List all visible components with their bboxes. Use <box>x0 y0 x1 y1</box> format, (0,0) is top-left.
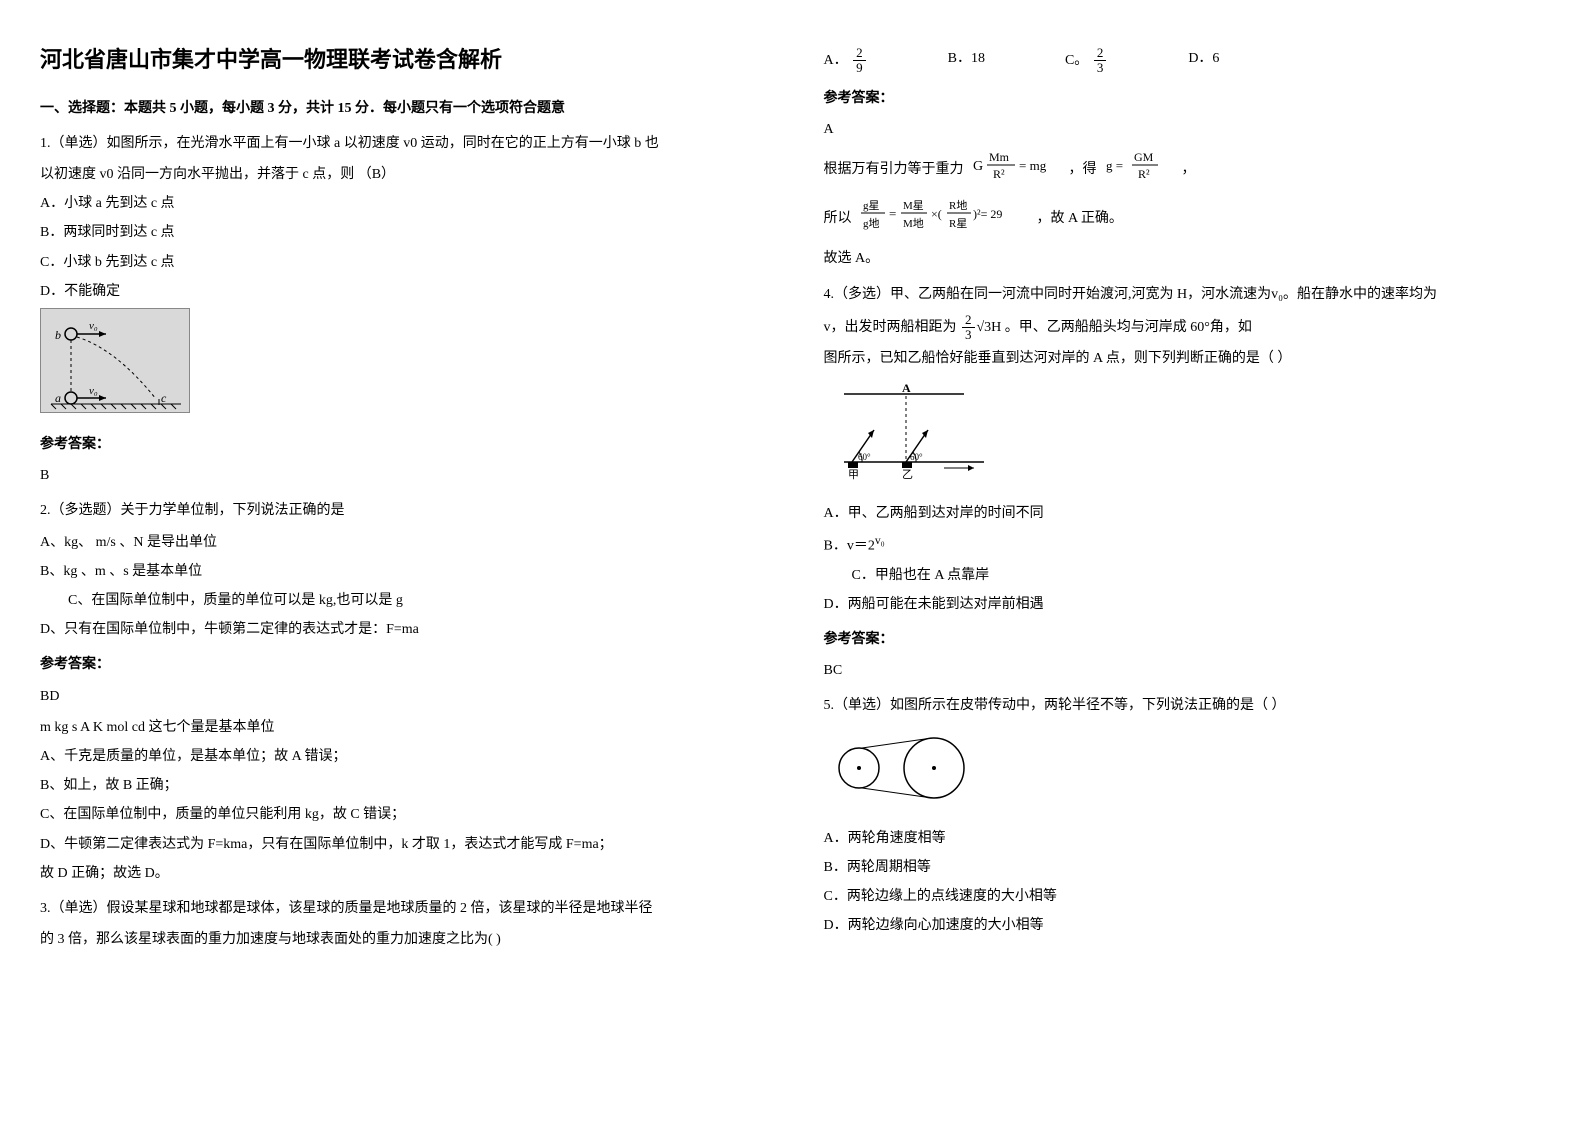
q3-expl-line3: 故选 A。 <box>824 246 1548 271</box>
q3-expl-line2: 所以 g星 g地 = M星 M地 ×( R地 R星 )²= 29 ，故 A 正 <box>824 195 1548 242</box>
q1-figure: b v₀ a v₀ c <box>40 308 764 422</box>
svg-text:g地: g地 <box>863 217 880 230</box>
svg-text:b: b <box>55 328 61 342</box>
svg-text:v₀: v₀ <box>89 385 98 397</box>
q4-option-d: D．两船可能在未能到达对岸前相遇 <box>824 592 1548 617</box>
v0-symbol: v₀ <box>1271 287 1283 302</box>
q2-option-d: D、只有在国际单位制中，牛顿第二定律的表达式才是：F=ma <box>40 617 764 642</box>
q1-option-c: C．小球 b 先到达 c 点 <box>40 250 764 275</box>
q4-option-a: A．甲、乙两船到达对岸的时间不同 <box>824 501 1548 526</box>
q5-figure <box>824 733 1548 812</box>
svg-text:R²: R² <box>1138 167 1150 181</box>
svg-text:A: A <box>902 382 911 395</box>
q3-option-d: D．6 <box>1188 46 1219 76</box>
section-header: 一、选择题：本题共 5 小题，每小题 3 分，共计 15 分．每小题只有一个选项… <box>40 96 764 121</box>
q4-answer-label: 参考答案： <box>824 627 1548 652</box>
q3-option-b: B．18 <box>948 46 985 76</box>
q4-figure: A 60° 甲 60° 乙 <box>824 382 1548 491</box>
ratio-formula-icon: g星 g地 = M星 M地 ×( R地 R星 )²= 29 <box>859 195 1029 242</box>
q4-stem-line1: 4.（多选）甲、乙两船在同一河流中同时开始渡河,河宽为 H，河水流速为v₀。船在… <box>824 282 1548 307</box>
q1-answer: B <box>40 463 764 488</box>
q1-option-a: A．小球 a 先到达 c 点 <box>40 191 764 216</box>
q2-answer: BD <box>40 684 764 709</box>
svg-text:乙: 乙 <box>902 468 913 481</box>
q2-answer-label: 参考答案： <box>40 652 764 677</box>
svg-text:甲: 甲 <box>848 469 859 481</box>
svg-text:×(: ×( <box>931 207 942 221</box>
svg-text:M地: M地 <box>903 217 924 230</box>
q1-option-b: B．两球同时到达 c 点 <box>40 220 764 245</box>
svg-text:Mm: Mm <box>989 150 1010 164</box>
svg-text:R星: R星 <box>949 217 967 230</box>
svg-text:G: G <box>973 159 983 174</box>
q3-option-a: A． 29 <box>824 46 868 76</box>
svg-text:= mg: = mg <box>1019 158 1047 173</box>
q2-expl-1: m kg s A K mol cd 这七个量是基本单位 <box>40 715 764 740</box>
q2-expl-3: B、如上，故 B 正确； <box>40 773 764 798</box>
q4-stem-line3: 图所示，已知乙船恰好能垂直到达河对岸的 A 点，则下列判断正确的是（ ） <box>824 346 1548 371</box>
q1-option-d: D．不能确定 <box>40 279 764 304</box>
svg-text:M星: M星 <box>903 199 924 212</box>
q1-answer-label: 参考答案： <box>40 432 764 457</box>
svg-text:g =: g = <box>1106 158 1123 173</box>
svg-text:=: = <box>889 206 896 221</box>
q5-stem: 5.（单选）如图所示在皮带传动中，两轮半径不等，下列说法正确的是（ ） <box>824 693 1548 718</box>
gravity-formula-icon: G Mm R² = mg <box>971 148 1061 191</box>
q5-option-b: B．两轮周期相等 <box>824 855 1548 880</box>
svg-text:R地: R地 <box>949 199 967 212</box>
q3-answer-label: 参考答案： <box>824 86 1548 111</box>
g-formula-icon: g = GM R² <box>1104 148 1174 191</box>
q3-stem-line1: 3.（单选）假设某星球和地球都是球体，该星球的质量是地球质量的 2 倍，该星球的… <box>40 896 764 921</box>
svg-text:R²: R² <box>993 167 1005 181</box>
q3-expl-line1: 根据万有引力等于重力 G Mm R² = mg ，得 g = GM R² <box>824 148 1548 191</box>
q3-stem-line2: 的 3 倍，那么该星球表面的重力加速度与地球表面处的重力加速度之比为( ) <box>40 927 764 952</box>
svg-text:g星: g星 <box>863 199 880 212</box>
svg-text:a: a <box>55 391 61 405</box>
q2-stem: 2.（多选题）关于力学单位制，下列说法正确的是 <box>40 498 764 523</box>
page-title: 河北省唐山市集才中学高一物理联考试卷含解析 <box>40 40 764 80</box>
q3-option-c: C。 23 <box>1065 46 1108 76</box>
q2-option-c: C、在国际单位制中，质量的单位可以是 kg,也可以是 g <box>40 588 764 613</box>
q2-option-b: B、kg 、m 、s 是基本单位 <box>40 559 764 584</box>
q4-option-b: B．v＝2v₀ <box>824 530 1548 559</box>
q2-option-a: A、kg、 m/s 、N 是导出单位 <box>40 530 764 555</box>
svg-text:)²= 29: )²= 29 <box>973 207 1002 221</box>
q2-expl-2: A、千克是质量的单位，是基本单位；故 A 错误； <box>40 744 764 769</box>
q3-options-row: A． 29 B．18 C。 23 D．6 <box>824 46 1548 76</box>
q3-answer: A <box>824 117 1548 142</box>
svg-text:60°: 60° <box>910 452 923 462</box>
q5-option-a: A．两轮角速度相等 <box>824 826 1548 851</box>
svg-text:60°: 60° <box>858 452 871 462</box>
q2-expl-4: C、在国际单位制中，质量的单位只能利用 kg，故 C 错误； <box>40 802 764 827</box>
q1-stem-line2: 以初速度 v0 沿同一方向水平抛出，并落于 c 点，则 （B） <box>40 162 764 187</box>
q2-expl-5: D、牛顿第二定律表达式为 F=kma，只有在国际单位制中，k 才取 1，表达式才… <box>40 832 764 857</box>
q1-stem-line1: 1.（单选）如图所示，在光滑水平面上有一小球 a 以初速度 v0 运动，同时在它… <box>40 131 764 156</box>
q4-stem-line2: v，出发时两船相距为 23√3H 。甲、乙两船船头均与河岸成 60°角，如 <box>824 313 1548 343</box>
svg-text:GM: GM <box>1134 150 1154 164</box>
svg-text:v₀: v₀ <box>89 320 98 332</box>
q4-answer: BC <box>824 658 1548 683</box>
svg-text:c: c <box>161 391 167 405</box>
q4-option-c: C．甲船也在 A 点靠岸 <box>824 563 1548 588</box>
q2-expl-6: 故 D 正确；故选 D。 <box>40 861 764 886</box>
q5-option-c: C．两轮边缘上的点线速度的大小相等 <box>824 884 1548 909</box>
q5-option-d: D．两轮边缘向心加速度的大小相等 <box>824 913 1548 938</box>
